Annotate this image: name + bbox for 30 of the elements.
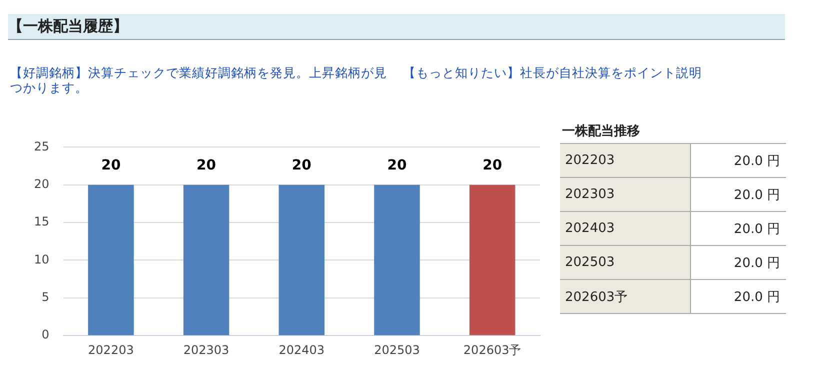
text: 202203 [560,144,690,178]
y-tick-label: 10 [34,252,50,266]
data-label: 20 [387,158,407,174]
y-tick-label: 25 [34,139,50,154]
x-tick-label: 202503 [374,342,420,357]
data-label: 20 [482,158,502,174]
text: 202503 [560,246,690,280]
y-tick-label: 5 [42,290,50,304]
chart-title: 【一株配当履歴】 [8,14,785,40]
data-label: 20 [292,158,312,174]
text: 【好調銘柄】決算チェックで業績好調銘柄を発見。上昇銘柄が見つかります。 [10,65,388,95]
text: 20.0 円 [690,280,786,314]
data-label: 20 [196,158,216,174]
text: 20.0 円 [690,212,786,246]
x-tick-label: 202403 [278,342,325,357]
text: 20.0 円 [690,178,786,212]
x-tick-label: 202303 [183,342,230,357]
y-tick-label: 20 [34,177,50,192]
x-tick-label: 202603予 [463,342,522,357]
text: 一株配当推移 [561,123,641,141]
text: 202603予 [560,280,690,314]
text: 202403 [560,212,690,246]
x-tick-label: 202203 [88,342,134,357]
text: 202303 [560,178,690,212]
data-label: 20 [101,158,121,174]
text: 【もっと知りたい】社長が自社決算をポイント説明 [403,65,703,80]
y-tick-label: 0 [42,328,50,342]
text: 20.0 円 [690,246,786,280]
y-tick-label: 15 [34,214,50,229]
text: 20.0 円 [690,144,786,178]
